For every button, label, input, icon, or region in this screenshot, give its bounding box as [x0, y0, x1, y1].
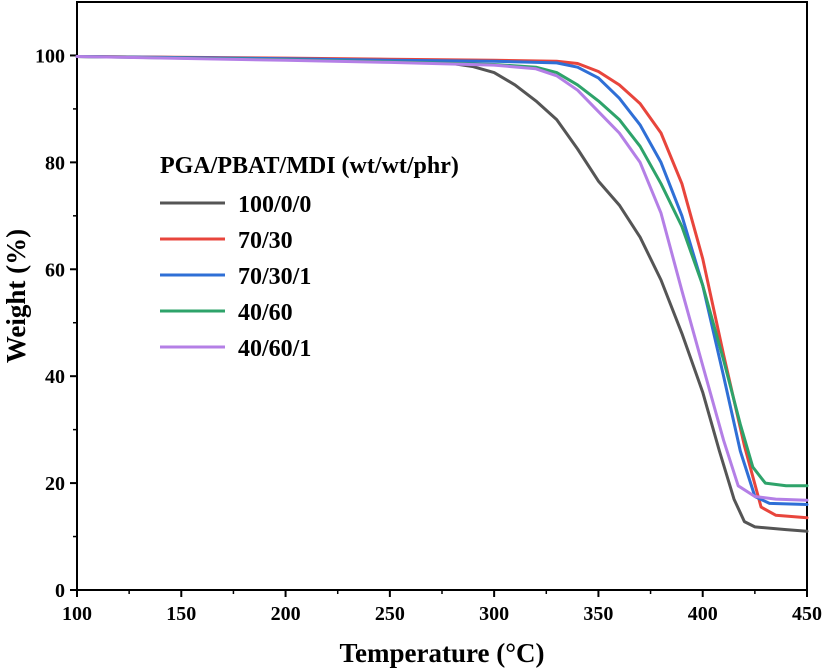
y-tick-label: 0 [55, 580, 65, 602]
axis-ticks: 100 150 200 250 300 350 400 450 0 20 40 60 80 100 [35, 45, 822, 625]
x-tick-label: 400 [688, 603, 718, 625]
legend-label: 40/60 [238, 300, 293, 326]
series-line-70-30-1 [75, 55, 809, 506]
series-line-40-60-1 [75, 55, 809, 502]
x-tick-label: 350 [583, 603, 613, 625]
legend-label: 70/30 [238, 228, 293, 254]
y-tick-label: 40 [45, 366, 65, 388]
x-tick-label: 100 [62, 603, 92, 625]
x-tick-label: 300 [479, 603, 509, 625]
legend-label: 100/0/0 [238, 192, 311, 218]
series-line-40-60 [75, 55, 809, 488]
series-line-70-30 [75, 55, 809, 520]
x-tick-label: 200 [271, 603, 301, 625]
x-tick-label: 250 [375, 603, 405, 625]
legend-label: 70/30/1 [238, 264, 311, 290]
y-tick-label: 80 [45, 152, 65, 174]
legend-title: PGA/PBAT/MDI (wt/wt/phr) [160, 153, 459, 179]
series-lines [75, 55, 809, 533]
legend-label: 40/60/1 [238, 336, 311, 362]
y-tick-label: 60 [45, 259, 65, 281]
x-axis-title: Temperature (°C) [339, 638, 544, 668]
y-tick-label: 20 [45, 473, 65, 495]
x-tick-label: 450 [792, 603, 822, 625]
y-axis-title: Weight (%) [1, 229, 31, 363]
legend: 100/0/0 70/30 70/30/1 40/60 40/60/1 [160, 192, 311, 362]
x-tick-label: 150 [166, 603, 196, 625]
series-line-100-0-0 [75, 55, 809, 533]
plot-frame [76, 1, 808, 591]
y-tick-label: 100 [35, 45, 65, 67]
